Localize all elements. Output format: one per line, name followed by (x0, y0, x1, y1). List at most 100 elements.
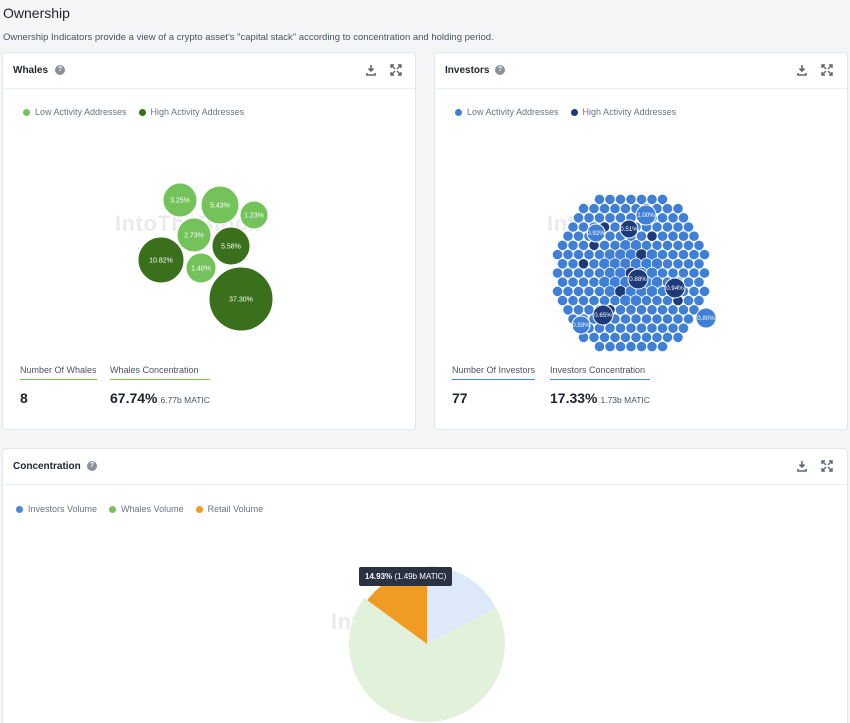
investor-bubble[interactable] (651, 221, 663, 233)
investor-bubble[interactable] (609, 221, 621, 233)
expand-icon[interactable] (821, 64, 833, 76)
investor-bubble[interactable] (562, 304, 574, 316)
investor-bubble[interactable] (672, 221, 684, 233)
investor-bubble[interactable] (635, 304, 648, 316)
investor-bubble[interactable] (693, 258, 705, 270)
whale-bubble[interactable] (208, 266, 274, 332)
investor-bubble[interactable] (571, 315, 591, 335)
investor-bubble[interactable] (556, 239, 569, 251)
investor-bubble[interactable] (567, 276, 579, 288)
investor-bubble[interactable] (640, 331, 653, 343)
investor-bubble[interactable] (619, 331, 632, 343)
investor-bubble[interactable] (572, 249, 585, 261)
concentration-pie-chart[interactable] (3, 449, 848, 723)
investor-bubble[interactable] (586, 223, 606, 243)
investor-bubble[interactable] (667, 304, 679, 316)
investor-bubble[interactable] (625, 322, 637, 334)
investor-bubble[interactable] (667, 249, 679, 261)
investor-bubble[interactable] (672, 258, 684, 270)
investor-bubble[interactable] (667, 212, 679, 224)
investor-bubble[interactable] (583, 249, 595, 261)
whale-bubble[interactable] (211, 226, 251, 266)
investor-bubble[interactable] (667, 322, 679, 334)
investor-bubble[interactable] (693, 276, 705, 288)
investor-bubble[interactable] (667, 267, 679, 279)
investor-bubble[interactable] (698, 267, 711, 279)
investor-bubble[interactable] (672, 331, 684, 343)
pie-slice[interactable] (348, 597, 505, 722)
investor-bubble[interactable] (583, 212, 595, 224)
investor-bubble[interactable] (593, 193, 606, 206)
investor-bubble[interactable] (656, 193, 669, 206)
investor-bubble[interactable] (588, 276, 600, 288)
investor-bubble[interactable] (693, 239, 705, 251)
investor-bubble[interactable] (651, 313, 663, 325)
investor-bubble[interactable] (567, 239, 579, 251)
investor-bubble[interactable] (672, 313, 684, 325)
investor-bubble[interactable] (688, 285, 700, 297)
investor-bubble[interactable] (588, 331, 600, 343)
investor-bubble[interactable] (677, 212, 690, 224)
investor-bubble[interactable] (562, 249, 574, 261)
investor-bubble[interactable] (682, 295, 695, 307)
investor-bubble[interactable] (614, 322, 627, 334)
investor-bubble[interactable] (577, 258, 590, 270)
investor-bubble[interactable] (577, 295, 590, 307)
investor-bubble[interactable] (630, 331, 642, 343)
investor-bubble[interactable] (556, 295, 569, 307)
investor-bubble[interactable] (672, 239, 684, 251)
investor-bubble[interactable] (646, 304, 658, 316)
investor-bubble[interactable] (656, 341, 669, 353)
investor-bubble[interactable] (598, 331, 611, 343)
investor-bubble[interactable] (635, 204, 657, 226)
investor-bubble[interactable] (577, 276, 590, 288)
investor-bubble[interactable] (567, 295, 579, 307)
investor-bubble[interactable] (572, 212, 585, 224)
legend-item-high-activity[interactable]: High Activity Addresses (138, 107, 244, 117)
investor-bubble[interactable] (656, 322, 669, 334)
investor-bubble[interactable] (656, 212, 669, 224)
investor-bubble[interactable] (698, 285, 711, 297)
investor-bubble[interactable] (619, 203, 632, 215)
investor-bubble[interactable] (698, 249, 711, 261)
investor-bubble[interactable] (677, 304, 690, 316)
expand-icon[interactable] (390, 64, 402, 76)
legend-item-whales-volume[interactable]: Whales Volume (109, 504, 184, 514)
investor-bubble[interactable] (562, 285, 574, 297)
investor-bubble[interactable] (661, 313, 674, 325)
investor-bubble[interactable] (593, 285, 606, 297)
investor-bubble[interactable] (688, 267, 700, 279)
whale-bubble[interactable] (239, 200, 269, 230)
investor-bubble[interactable] (551, 249, 564, 261)
expand-icon[interactable] (821, 460, 833, 472)
investor-bubble[interactable] (682, 239, 695, 251)
investor-bubble[interactable] (577, 203, 590, 215)
investor-bubble[interactable] (572, 285, 585, 297)
investor-bubble[interactable] (667, 230, 679, 242)
investor-bubble[interactable] (588, 258, 600, 270)
investor-bubble[interactable] (664, 277, 686, 299)
investor-bubble[interactable] (677, 267, 690, 279)
investor-bubble[interactable] (567, 258, 579, 270)
investor-bubble[interactable] (604, 230, 616, 242)
investor-bubble[interactable] (635, 193, 648, 206)
legend-item-investors-volume[interactable]: Investors Volume (16, 504, 97, 514)
whale-bubble[interactable] (162, 182, 198, 218)
investor-bubble[interactable] (682, 313, 695, 325)
investor-bubble[interactable] (682, 221, 695, 233)
investor-bubble[interactable] (656, 230, 669, 242)
legend-item-retail-volume[interactable]: Retail Volume (195, 504, 263, 514)
investor-bubble[interactable] (661, 203, 674, 215)
investor-bubble[interactable] (556, 258, 569, 270)
investor-bubble[interactable] (609, 295, 621, 307)
investor-bubble[interactable] (592, 304, 614, 326)
investor-bubble[interactable] (682, 258, 695, 270)
investor-bubble[interactable] (572, 267, 585, 279)
investor-bubble[interactable] (551, 285, 564, 297)
legend-item-high-activity[interactable]: High Activity Addresses (570, 107, 676, 117)
investor-bubble[interactable] (688, 249, 700, 261)
investor-bubble[interactable] (614, 341, 627, 353)
download-icon[interactable] (365, 64, 377, 76)
help-icon[interactable]: ? (87, 461, 97, 471)
pie-slice[interactable] (367, 570, 427, 644)
